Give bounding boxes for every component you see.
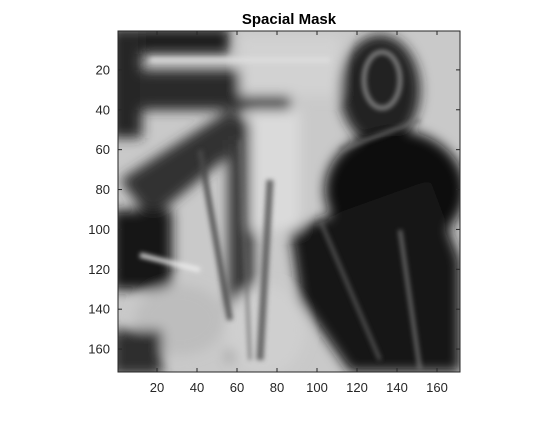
dark-region-top-left-column bbox=[118, 31, 142, 138]
light-region-center bbox=[250, 110, 300, 230]
x-tick-label: 160 bbox=[426, 380, 448, 395]
texture-line bbox=[398, 229, 422, 371]
y-tick-label: 20 bbox=[96, 62, 110, 77]
x-tick-label: 80 bbox=[270, 380, 284, 395]
texture-line bbox=[139, 252, 201, 273]
dark-region-right-head bbox=[340, 35, 420, 145]
y-tick-label: 40 bbox=[96, 102, 110, 117]
y-tick-label: 120 bbox=[88, 262, 110, 277]
texture-line bbox=[197, 149, 233, 321]
texture-line bbox=[318, 219, 382, 361]
plot-box bbox=[117, 30, 461, 373]
heatmap-image bbox=[118, 31, 460, 372]
x-axis: 20 40 60 80 100 120 140 160 bbox=[150, 31, 448, 395]
dark-region-right-diagonal bbox=[290, 180, 460, 372]
dark-region-bottom-left bbox=[118, 330, 162, 372]
chart-title: Spacial Mask bbox=[242, 11, 337, 28]
y-tick-label: 100 bbox=[88, 222, 110, 237]
x-tick-label: 100 bbox=[306, 380, 328, 395]
y-tick-label: 160 bbox=[88, 342, 110, 357]
texture-line bbox=[339, 118, 421, 152]
y-tick-label: 80 bbox=[96, 182, 110, 197]
dark-region-top-left-frame bbox=[118, 31, 230, 54]
x-tick-label: 140 bbox=[386, 380, 408, 395]
dark-region-left-diagonal bbox=[120, 110, 260, 220]
x-tick-label: 40 bbox=[190, 380, 204, 395]
y-tick-label: 60 bbox=[96, 142, 110, 157]
texture-ring bbox=[361, 49, 403, 111]
dark-region-left-lower bbox=[118, 210, 172, 290]
x-tick-label: 120 bbox=[346, 380, 368, 395]
y-tick-label: 140 bbox=[88, 302, 110, 317]
x-tick-label: 20 bbox=[150, 380, 164, 395]
texture-line bbox=[256, 179, 274, 361]
y-axis: 20 40 60 80 100 120 140 160 bbox=[88, 62, 460, 357]
texture-line bbox=[238, 139, 252, 361]
light-region-top-center bbox=[240, 36, 340, 96]
x-tick-label: 60 bbox=[230, 380, 244, 395]
